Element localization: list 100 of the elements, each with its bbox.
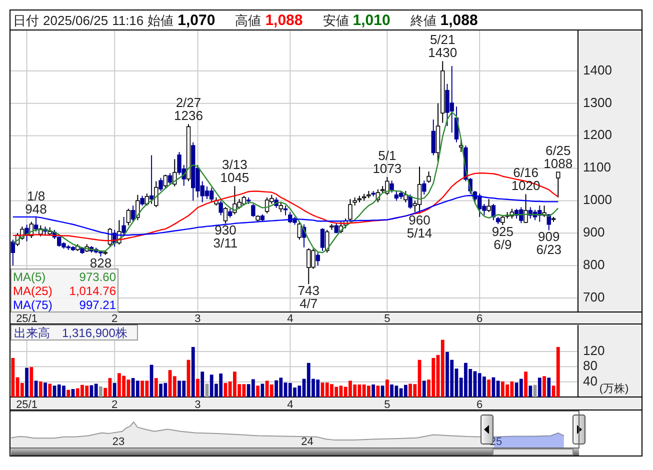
- candlestick: [431, 119, 436, 156]
- candlestick: [158, 177, 163, 192]
- x-tick-label: 5: [384, 313, 390, 325]
- candlestick: [426, 170, 431, 184]
- x-tick-label: 5: [384, 399, 390, 411]
- bar: [154, 378, 158, 397]
- candlestick: [204, 186, 210, 200]
- candlestick: [34, 217, 38, 232]
- bar: [44, 382, 47, 397]
- bar: [487, 380, 491, 397]
- annotation: 2/27 1236: [174, 95, 203, 124]
- bar: [11, 358, 15, 397]
- y-tick-label: 900: [583, 224, 605, 240]
- chart-title: 出来高 1,316,900株: [14, 326, 128, 340]
- annotation: 5/1 1073: [372, 148, 402, 176]
- text: MA(75): [13, 298, 52, 312]
- bar: [440, 340, 444, 397]
- bar: [251, 379, 255, 397]
- x-tick-label: 2: [112, 313, 118, 325]
- x-tick-label: 25/1: [16, 313, 38, 325]
- annotation: 960 5/14: [406, 212, 432, 241]
- candlestick: [223, 206, 228, 224]
- bar: [547, 378, 551, 397]
- x-tick-label: 6: [476, 313, 483, 325]
- bar: [538, 378, 542, 397]
- x-tick-label: 23: [112, 436, 125, 448]
- candlestick: [404, 190, 408, 203]
- candlestick: [348, 198, 352, 222]
- x-tick-label: 6: [476, 399, 483, 411]
- annotation: 909 6/23: [536, 229, 562, 258]
- annotation: 6/16 1020: [511, 165, 540, 194]
- text: MA(25): [13, 284, 52, 298]
- bar: [260, 384, 264, 397]
- bar: [66, 390, 70, 397]
- annotation: 6/25 1088: [544, 143, 573, 172]
- bar: [519, 378, 523, 397]
- y-tick-label: 120: [583, 342, 605, 358]
- bar: [38, 381, 42, 397]
- bar: [112, 382, 116, 397]
- annotation: 997.21: [79, 298, 116, 312]
- annotation: 930 3/11: [213, 222, 238, 250]
- bar: [196, 378, 200, 397]
- bar: [30, 367, 34, 397]
- candlestick: [417, 166, 422, 214]
- bar: [372, 384, 376, 397]
- bar: [404, 384, 408, 397]
- candlestick: [278, 202, 284, 213]
- y-tick-label: 1100: [583, 160, 611, 175]
- candlestick: [251, 203, 256, 218]
- bar: [366, 386, 370, 397]
- y-tick-label: 80: [583, 358, 598, 374]
- text: MA(5): [13, 270, 46, 284]
- y-tick-label: 1200: [583, 127, 612, 142]
- bar: [94, 384, 98, 397]
- annotation: 743 4/7: [298, 283, 320, 312]
- bar: [422, 380, 426, 397]
- bar: [376, 386, 380, 397]
- bar: [524, 372, 528, 397]
- candlestick: [390, 180, 394, 194]
- candlestick: [486, 198, 491, 213]
- bar: [99, 386, 102, 397]
- candlestick: [140, 195, 144, 206]
- candlestick: [297, 221, 302, 240]
- x-tick-label: 4: [287, 313, 294, 325]
- x-tick-label: 24: [301, 436, 314, 448]
- candlestick: [144, 193, 150, 206]
- annotation: 5/21 1430: [428, 32, 458, 60]
- annotation: 828: [90, 256, 112, 271]
- x-tick-label: 3: [194, 313, 201, 325]
- candlestick: [524, 194, 528, 224]
- y-tick-label: 800: [583, 257, 605, 272]
- candlestick: [394, 190, 399, 202]
- bar: [270, 384, 274, 397]
- candlestick: [149, 154, 154, 204]
- y-axis-title: (万株): [599, 382, 629, 395]
- annotation: 1,014.76: [69, 284, 116, 298]
- bar: [385, 380, 389, 397]
- chart-title: 日付 2025/06/25 11:16 始値 1,070 高値 1,088 安値 1,010 終値 1,088: [13, 12, 478, 29]
- bar: [528, 386, 532, 397]
- bar: [48, 384, 52, 397]
- x-tick-label: 4: [287, 399, 294, 411]
- y-tick-label: 40: [583, 373, 598, 388]
- bar: [25, 368, 28, 397]
- candlestick: [320, 228, 325, 252]
- candlestick: [408, 194, 412, 210]
- candlestick: [556, 172, 560, 198]
- candlestick: [154, 180, 158, 208]
- y-tick-label: 1400: [583, 62, 612, 78]
- candlestick: [168, 172, 172, 185]
- candlestick: [163, 174, 168, 188]
- bar: [136, 380, 140, 397]
- y-tick-label: 700: [583, 289, 605, 304]
- candlestick: [422, 180, 426, 196]
- annotation: 1/8 948: [25, 188, 47, 217]
- bar: [200, 372, 204, 397]
- y-tick-label: 1300: [583, 94, 612, 110]
- candlestick: [10, 239, 16, 266]
- bar: [556, 346, 560, 397]
- bar: [191, 346, 195, 397]
- annotation: 925 6/9: [492, 224, 514, 252]
